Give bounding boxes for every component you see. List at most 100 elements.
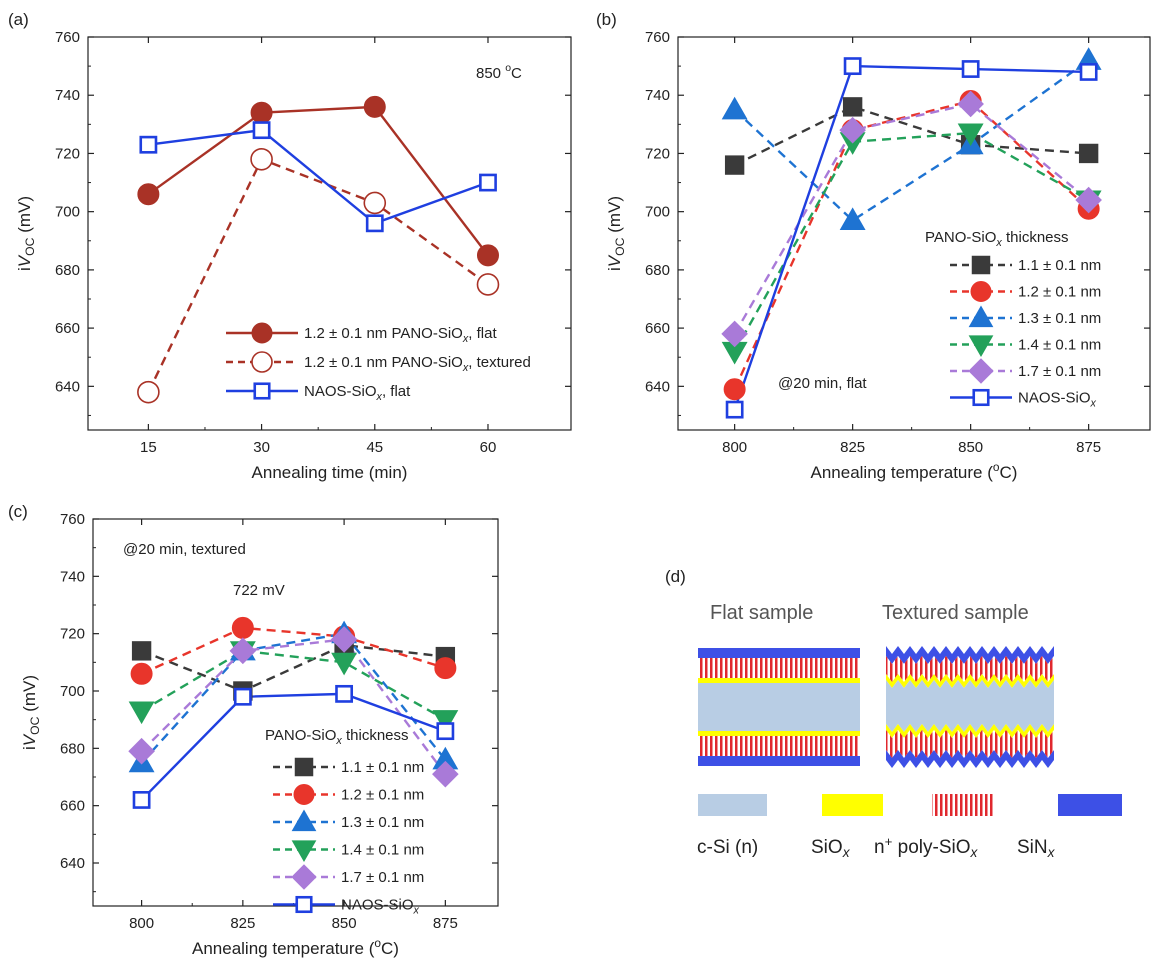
- legend-marker: [968, 305, 994, 328]
- data-point: [128, 701, 155, 725]
- data-point: [725, 400, 744, 419]
- legend-marker: [971, 255, 991, 275]
- data-point: [250, 101, 273, 124]
- diagram-panel-d: (d) Flat sample Textured sample c-Si (n)…: [665, 567, 1122, 860]
- panel-label: (c): [8, 502, 28, 521]
- data-point: [335, 684, 354, 703]
- data-point: [1078, 143, 1099, 164]
- data-point: [365, 214, 384, 233]
- siox-layer: [886, 724, 1054, 738]
- legend-label: 1.4 ± 0.1 nm: [1018, 337, 1101, 354]
- x-axis-label: Annealing temperature (oC): [811, 460, 1018, 482]
- flat-sample-stack: [698, 648, 860, 766]
- data-point: [721, 96, 748, 120]
- series-line: [733, 131, 1090, 352]
- data-point: [721, 320, 748, 348]
- y-tick-label: 740: [60, 568, 85, 585]
- y-tick-label: 660: [60, 798, 85, 815]
- x-tick-label: 875: [1076, 439, 1101, 456]
- data-point: [363, 191, 387, 215]
- y-tick-label: 740: [645, 87, 670, 104]
- data-point: [434, 657, 457, 680]
- legend-marker: [253, 382, 271, 400]
- diagram-legend-label: SiOx​: [811, 837, 851, 860]
- legend-label: 1.3 ± 0.1 nm: [1018, 310, 1101, 327]
- series-lines: [140, 626, 447, 801]
- plot-frame: [87, 36, 572, 431]
- data-point: [842, 97, 863, 117]
- data-point: [1075, 186, 1102, 214]
- y-tick-label: 720: [60, 626, 85, 643]
- series-line: [141, 643, 446, 693]
- y-tick-label: 740: [55, 87, 80, 104]
- data-point: [724, 155, 745, 175]
- annotation-text: 850 oC: [476, 62, 522, 82]
- data-point: [432, 710, 459, 733]
- textured-sample-title: Textured sample: [882, 602, 1029, 624]
- sinx-layer: [698, 648, 860, 658]
- legend-label: 1.7 ± 0.1 nm: [341, 869, 424, 886]
- y-tick-label: 700: [55, 204, 80, 221]
- legend: PANO-SiOx​ thickness 1.1 ± 0.1 nm 1.2 ± 0.…: [265, 727, 424, 917]
- y-tick-label: 680: [645, 262, 670, 279]
- x-axis-label: Annealing time (min): [252, 463, 408, 482]
- data-point: [132, 791, 151, 809]
- poly-siox-layer: [886, 656, 1054, 682]
- data-point: [961, 60, 980, 78]
- legend-label: NAOS-SiOx​, flat: [304, 383, 411, 403]
- x-tick-label: 825: [230, 915, 255, 932]
- legend-label: NAOS-SiOx​: [341, 897, 420, 917]
- chart-panel-c: (c) 640 660 680 700 720 740 760 800 825 850 875 Anne…: [8, 502, 499, 958]
- x-tick-label: 850: [332, 915, 357, 932]
- textured-sample-stack: [886, 646, 1054, 768]
- legend-marker: [291, 840, 317, 863]
- y-tick-label: 760: [55, 29, 80, 46]
- series-line: [147, 105, 489, 257]
- legend-swatch-c-si: [698, 794, 767, 816]
- data-point: [330, 626, 358, 653]
- annotation-text: @20 min, textured: [123, 541, 246, 558]
- data-point: [139, 135, 158, 154]
- siox-layer: [698, 731, 860, 736]
- data-point: [131, 641, 152, 661]
- data-point: [252, 121, 271, 140]
- legend-swatch-siox: [822, 794, 883, 816]
- diagram-legend: c-Si (n) SiOx​ n+​ poly-SiOx​ SiNx​: [697, 794, 1122, 860]
- x-tick-label: 30: [253, 439, 270, 456]
- data-point: [137, 183, 160, 206]
- annotation-text: @20 min, flat: [778, 375, 867, 392]
- data-point: [723, 378, 746, 401]
- data-point: [331, 652, 358, 676]
- legend-label: 1.3 ± 0.1 nm: [341, 814, 424, 831]
- x-tick-label: 875: [433, 915, 458, 932]
- poly-siox-layer: [886, 730, 1054, 758]
- series-line: [140, 632, 447, 764]
- series-line: [733, 99, 1090, 390]
- data-point: [130, 662, 153, 685]
- series-markers: [137, 95, 500, 404]
- sinx-layer: [698, 756, 860, 766]
- y-axis-label: iVOC​ (mV): [605, 196, 627, 271]
- x-tick-label: 850: [958, 439, 983, 456]
- y-tick-label: 760: [60, 511, 85, 528]
- data-point: [839, 116, 866, 144]
- data-point: [1079, 63, 1098, 81]
- legend-marker: [291, 864, 317, 890]
- x-tick-label: 825: [840, 439, 865, 456]
- panel-label: (a): [8, 10, 29, 29]
- x-tick-label: 45: [366, 439, 383, 456]
- data-point: [231, 616, 254, 639]
- legend-title: PANO-SiOx​ thickness: [265, 727, 409, 747]
- legend-marker: [970, 281, 992, 302]
- y-tick-label: 700: [60, 683, 85, 700]
- y-tick-label: 720: [645, 145, 670, 162]
- legend-marker: [294, 757, 314, 777]
- x-axis-label: Annealing temperature (oC): [192, 936, 399, 958]
- diagram-legend-label: n+​ poly-SiOx​: [874, 834, 979, 860]
- legend: 1.2 ± 0.1 nm PANO-SiOx​, flat 1.2 ± 0.1 n…: [226, 322, 531, 403]
- legend-label: 1.2 ± 0.1 nm PANO-SiOx​, flat: [304, 325, 497, 345]
- data-point: [137, 380, 160, 404]
- y-tick-label: 680: [55, 262, 80, 279]
- data-point: [233, 687, 252, 706]
